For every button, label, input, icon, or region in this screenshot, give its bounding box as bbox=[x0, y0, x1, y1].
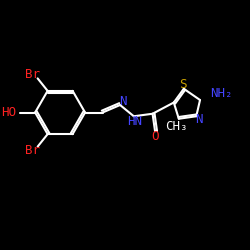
Text: HN: HN bbox=[128, 115, 142, 128]
Text: O: O bbox=[151, 130, 159, 143]
Text: CH₃: CH₃ bbox=[165, 120, 188, 133]
Text: N: N bbox=[196, 113, 203, 126]
Text: NH₂: NH₂ bbox=[210, 87, 233, 100]
Text: S: S bbox=[179, 78, 186, 91]
Text: Br: Br bbox=[25, 68, 40, 81]
Text: N: N bbox=[119, 95, 126, 108]
Text: HO: HO bbox=[2, 106, 16, 119]
Text: Br: Br bbox=[25, 144, 40, 157]
